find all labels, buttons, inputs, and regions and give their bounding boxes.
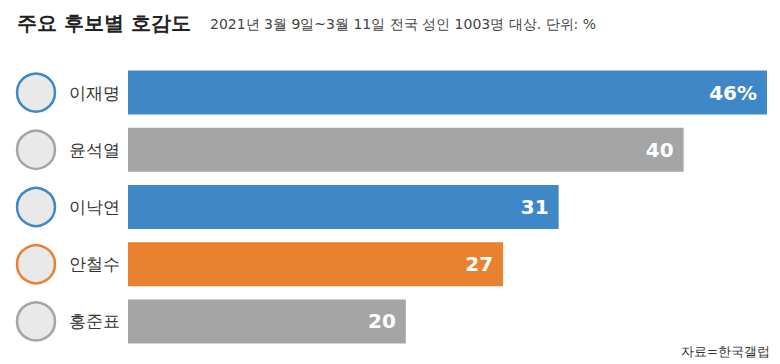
svg-text:안철수: 안철수 — [69, 254, 120, 274]
svg-text:2021년 3월 9일~3월 11일 전국 성인 1003명: 2021년 3월 9일~3월 11일 전국 성인 1003명 대상. 단위: % — [210, 16, 596, 32]
svg-text:27: 27 — [465, 252, 493, 276]
svg-text:윤석열: 윤석열 — [69, 140, 120, 160]
svg-text:주요 후보별 호감도: 주요 후보별 호감도 — [17, 11, 191, 35]
svg-text:31: 31 — [521, 195, 549, 219]
svg-text:40: 40 — [646, 138, 674, 162]
svg-text:20: 20 — [368, 309, 396, 333]
svg-text:홍준표: 홍준표 — [69, 311, 120, 331]
svg-text:46%: 46% — [709, 81, 757, 105]
svg-text:자료=한국갤럽: 자료=한국갤럽 — [681, 344, 770, 359]
svg-text:이낙연: 이낙연 — [69, 197, 120, 217]
svg-text:이재명: 이재명 — [69, 83, 120, 103]
